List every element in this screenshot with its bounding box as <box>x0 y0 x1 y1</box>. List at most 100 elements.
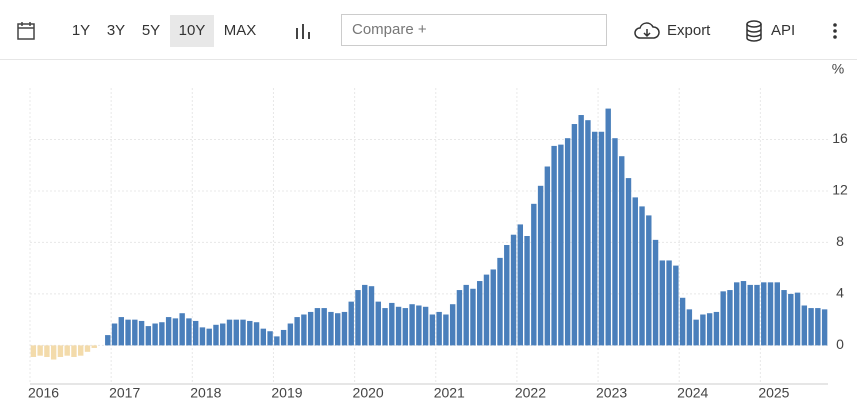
x-tick-label: 2016 <box>28 385 59 401</box>
bar <box>328 311 334 346</box>
range-button[interactable]: 5Y <box>141 22 161 39</box>
bar <box>598 131 605 346</box>
bar <box>740 281 747 346</box>
bar <box>274 336 280 346</box>
range-button[interactable]: 3Y <box>106 22 126 39</box>
bar <box>233 319 239 346</box>
bar <box>362 284 368 346</box>
y-tick-label: 8 <box>836 233 844 249</box>
x-tick-label: 2025 <box>758 385 789 401</box>
export-icon[interactable] <box>634 21 660 41</box>
bar <box>240 319 246 346</box>
range-button[interactable]: 10Y <box>170 15 214 47</box>
bar <box>646 215 652 346</box>
bar <box>774 282 780 346</box>
range-button[interactable]: MAX <box>223 22 257 39</box>
bar <box>355 290 361 346</box>
bar <box>679 297 686 346</box>
bar <box>497 257 503 346</box>
bar <box>220 323 226 346</box>
bar <box>794 292 801 346</box>
chart-type-icon[interactable] <box>294 22 312 40</box>
bar <box>821 309 828 346</box>
bar <box>761 282 767 346</box>
x-tick-label: 2023 <box>596 385 627 401</box>
bar <box>463 284 469 346</box>
x-tick-label: 2024 <box>677 385 708 401</box>
y-axis-label: % <box>832 61 844 77</box>
bar <box>808 308 814 346</box>
bar <box>781 290 787 346</box>
bar <box>544 166 551 346</box>
bar <box>159 322 165 346</box>
bar <box>186 318 192 346</box>
bar <box>145 326 152 346</box>
bar <box>294 317 300 346</box>
bar <box>652 239 659 346</box>
bar <box>206 328 212 346</box>
api-button[interactable]: API <box>771 22 796 39</box>
menu-icon[interactable] <box>830 22 840 40</box>
bar <box>815 308 821 346</box>
bar <box>578 115 584 346</box>
bar <box>409 304 415 346</box>
bar <box>564 138 571 346</box>
y-tick-label: 4 <box>836 285 844 301</box>
bar <box>632 197 638 346</box>
bar <box>443 314 449 346</box>
bar <box>84 345 91 352</box>
bar <box>733 282 740 346</box>
bar <box>625 178 632 346</box>
bar <box>307 311 314 346</box>
bar <box>213 324 219 346</box>
bar <box>639 206 645 346</box>
bar <box>605 108 611 346</box>
bar <box>348 301 354 346</box>
x-tick-label: 2021 <box>434 385 465 401</box>
bar <box>788 293 794 346</box>
bar <box>64 345 70 356</box>
bar <box>267 331 273 346</box>
bar <box>510 234 517 346</box>
compare-input[interactable]: Compare + <box>341 14 607 46</box>
x-tick-label: 2017 <box>109 385 140 401</box>
bar <box>666 260 672 346</box>
y-tick-label: 12 <box>832 182 848 198</box>
export-button[interactable]: Export <box>667 22 711 39</box>
bar <box>199 327 206 346</box>
bar <box>585 120 591 346</box>
bar <box>449 304 456 346</box>
api-icon[interactable] <box>744 20 764 42</box>
bar <box>389 302 395 346</box>
bar <box>591 131 598 346</box>
bar <box>470 288 476 346</box>
bar <box>192 320 199 346</box>
bar <box>314 308 321 346</box>
bar <box>713 311 720 346</box>
x-tick-label: 2020 <box>353 385 384 401</box>
bar <box>321 308 327 346</box>
bar <box>673 265 679 346</box>
bar <box>558 144 564 346</box>
y-tick-label: 0 <box>836 336 844 352</box>
x-tick-label: 2018 <box>190 385 221 401</box>
bar <box>125 319 131 346</box>
bar <box>537 185 544 346</box>
bar <box>747 284 753 346</box>
bar <box>280 329 287 346</box>
bar <box>253 322 260 346</box>
bar <box>612 138 618 346</box>
range-button[interactable]: 1Y <box>71 22 91 39</box>
bar <box>179 313 185 346</box>
bar <box>44 345 50 357</box>
calendar-icon[interactable] <box>16 21 36 41</box>
bar <box>429 314 436 346</box>
bar <box>727 290 733 346</box>
bar <box>504 245 510 346</box>
bar <box>801 305 808 346</box>
bar <box>138 320 145 346</box>
bar <box>111 323 118 346</box>
bar <box>395 306 402 346</box>
bar <box>226 319 233 346</box>
